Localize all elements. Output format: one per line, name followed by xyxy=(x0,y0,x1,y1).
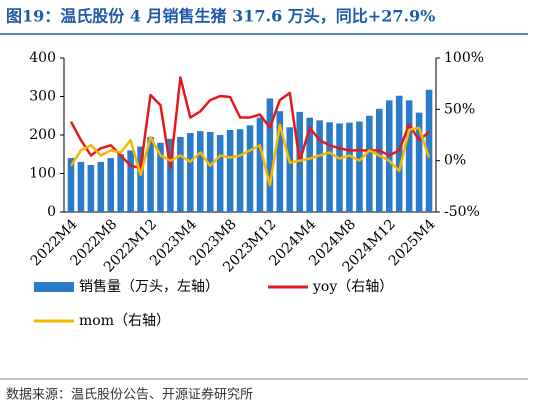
bar xyxy=(97,161,105,212)
legend-label: yoy（右轴） xyxy=(312,279,393,295)
bar xyxy=(326,122,333,212)
y2-tick-label: 0% xyxy=(444,153,466,169)
bar xyxy=(415,112,423,212)
bar xyxy=(137,146,144,212)
bar xyxy=(77,161,85,212)
y-tick-label: 400 xyxy=(29,50,56,66)
bar xyxy=(425,89,433,212)
bar xyxy=(177,136,184,212)
y-tick-label: 100 xyxy=(29,166,56,182)
bar xyxy=(286,127,294,212)
y-tick-label: 0 xyxy=(47,204,56,220)
bar xyxy=(266,98,274,212)
y2-tick-label: -50% xyxy=(444,204,480,220)
legend-label: mom（右轴） xyxy=(79,313,170,329)
bar xyxy=(346,122,353,212)
bar xyxy=(67,158,75,212)
y-tick-label: 300 xyxy=(29,89,56,105)
bar xyxy=(316,120,323,212)
bar xyxy=(167,138,174,212)
y-tick-label: 200 xyxy=(29,127,56,143)
bar xyxy=(276,111,284,212)
bar xyxy=(376,108,383,212)
bar xyxy=(147,136,154,212)
bar xyxy=(336,123,343,212)
bar xyxy=(127,150,134,212)
legend-label: 销售量（万头，左轴） xyxy=(79,279,219,295)
bar xyxy=(107,158,115,212)
bar xyxy=(187,133,194,212)
bar xyxy=(246,125,254,212)
bar xyxy=(226,129,234,212)
source: 数据来源：温氏股份公告、开源证券研究所 xyxy=(6,387,253,403)
bar xyxy=(216,135,224,212)
bar xyxy=(256,117,264,212)
bar xyxy=(87,165,95,212)
bar xyxy=(117,154,124,212)
legend-swatch xyxy=(34,282,74,292)
y2-tick-label: 50% xyxy=(444,101,475,117)
bar xyxy=(405,100,413,212)
bar xyxy=(196,131,204,212)
bar xyxy=(206,131,214,212)
chart-title: 图19：温氏股份 4 月销售生猪 317.6 万头，同比+27.9% xyxy=(6,7,435,26)
y2-tick-label: 100% xyxy=(444,50,484,66)
line xyxy=(69,123,431,187)
bar xyxy=(356,121,363,212)
bar xyxy=(395,95,403,212)
bar xyxy=(157,142,164,212)
bar xyxy=(236,129,244,212)
bar xyxy=(366,115,373,212)
bar xyxy=(306,117,313,212)
